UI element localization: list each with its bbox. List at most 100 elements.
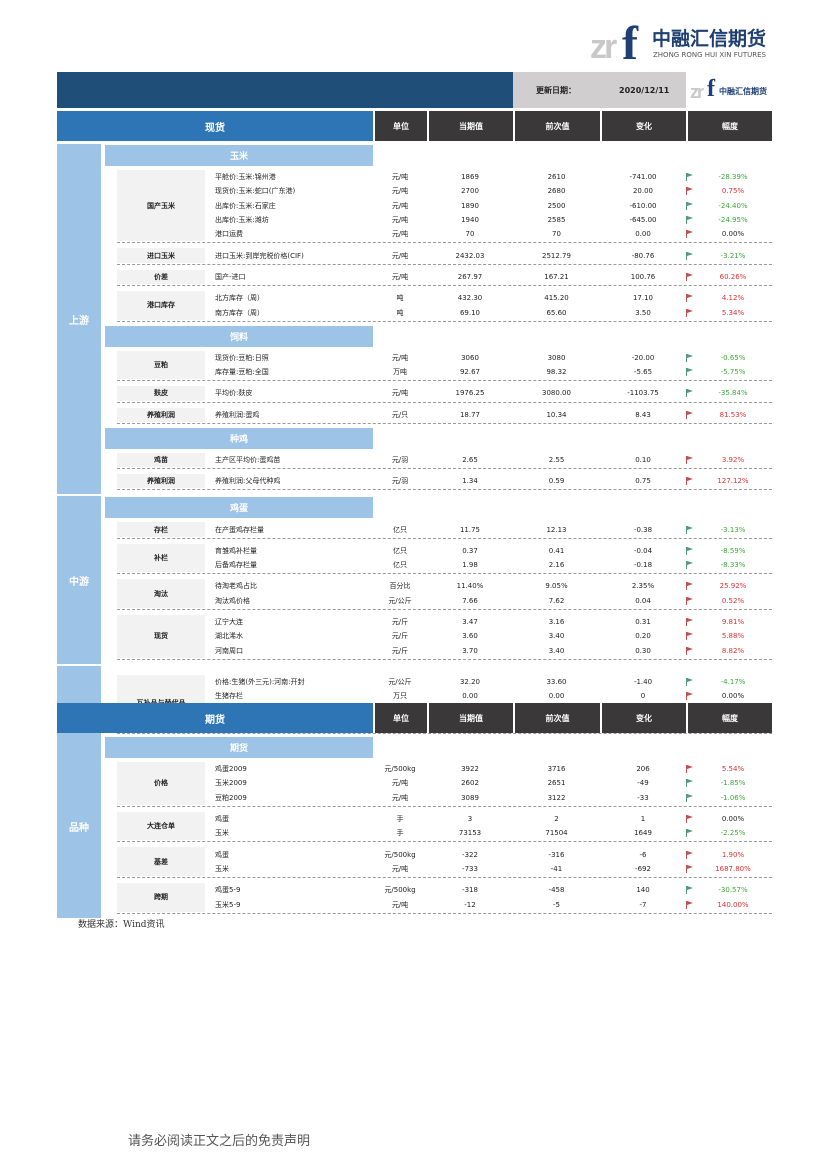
current-value: 3.60: [462, 632, 478, 641]
unit: 元/500kg: [384, 765, 416, 774]
flag-cell: [686, 596, 708, 605]
flag-down-icon: [686, 886, 693, 895]
previous-value: 415.20: [544, 294, 569, 303]
percent-change: 1.90%: [721, 850, 745, 859]
flag-cell: [686, 546, 708, 555]
category-rows: 鸡蛋 元/500kg -322 -316 -6 1.90% 玉米 元/吨 -733 -41 -692…: [205, 847, 772, 876]
category-group: 豆粕 现货价:豆粕:日照 元/吨 3060 3080 -20.00 -0.65% 库存量:豆粕…: [117, 350, 772, 382]
category-group: 现货 辽宁大连 元/斤 3.47 3.16 0.31 9.81% 湖北浠水 元/斤 3.60 3.4…: [117, 614, 772, 660]
unit: 元/公斤: [388, 596, 412, 605]
item-name: 主产区平均价:蛋鸡苗: [215, 456, 281, 464]
flag-up-icon: [686, 582, 693, 591]
subsection-header: 玉米: [105, 145, 373, 166]
category-rows: 辽宁大连 元/斤 3.47 3.16 0.31 9.81% 湖北浠水 元/斤 3.60 3.40 0…: [205, 615, 772, 658]
column-header: 前次值: [513, 703, 600, 733]
current-value: 70: [465, 230, 475, 239]
unit: 元/吨: [391, 389, 409, 398]
subsection-header: 饲料: [105, 325, 373, 347]
table-row: 北方库存（周） 吨 432.30 415.20 17.10 4.12%: [205, 291, 772, 305]
percent-change: 140.00%: [717, 900, 749, 909]
category-label: 进口玉米: [117, 248, 205, 263]
previous-value: -316: [548, 850, 565, 859]
segment-block: 品种 期货 价格 鸡蛋2009 元/500kg 3922 3716 206 5.54% 玉米200…: [57, 736, 772, 918]
unit: 亿只: [393, 546, 407, 555]
previous-value: 0.00: [548, 692, 565, 701]
item-name: 南方库存（周）: [215, 308, 264, 317]
percent-change: 60.26%: [719, 272, 747, 281]
flag-up-icon: [686, 815, 693, 824]
segment-label: 上游: [57, 144, 101, 495]
percent-change: 127.12%: [717, 477, 749, 486]
flag-up-icon: [686, 864, 693, 873]
previous-value: 7.62: [548, 596, 565, 605]
unit: 亿只: [393, 525, 407, 534]
category-group: 补栏 育雏鸡补栏量 亿只 0.37 0.41 -0.04 -8.59% 后备鸡存栏量 亿只 1.9…: [117, 543, 772, 575]
change-value: 0.20: [635, 632, 651, 641]
change-value: -1.40: [633, 677, 653, 686]
current-value: 69.10: [459, 308, 481, 317]
change-value: 3.50: [635, 308, 651, 317]
current-value: 1976.25: [455, 389, 485, 398]
segment-block: 中游 鸡蛋 存栏 在产蛋鸡存栏量 亿只 11.75 12.13 -0.38 -3.13% 补栏 育雏…: [57, 496, 772, 664]
percent-change: -2.25%: [720, 829, 746, 838]
previous-value: 2512.79: [542, 251, 571, 260]
flag-down-icon: [686, 251, 693, 260]
category-rows: 国产-进口 元/吨 267.97 167.21 100.76 60.26%: [205, 270, 772, 284]
flag-down-icon: [686, 201, 693, 210]
previous-value: -5: [553, 900, 560, 909]
table-row: 鸡蛋5-9 元/500kg -318 -458 140 -30.57%: [205, 883, 772, 897]
change-value: 206: [636, 765, 650, 774]
flag-up-icon: [686, 646, 693, 655]
current-value: 1.98: [462, 561, 478, 570]
percent-change: -0.65%: [720, 353, 746, 362]
category-rows: 鸡蛋5-9 元/500kg -318 -458 140 -30.57% 玉米5-9 元/吨 -1…: [205, 883, 772, 912]
change-value: 100.76: [630, 272, 656, 281]
item-name: 现货价:豆粕:日照: [215, 353, 269, 362]
change-value: 1: [640, 815, 646, 824]
category-label: 基差: [117, 847, 205, 877]
unit: 元/吨: [391, 173, 409, 182]
spot-section: 现货 单位 当期值 前次值 变化 幅度 上游 玉米 国产玉米 平舱价:玉米:锦州港 元/吨 1869 2…: [57, 111, 772, 740]
category-group: 价差 国产-进口 元/吨 267.97 167.21 100.76 60.26%: [117, 269, 772, 287]
percent-change: 3.92%: [721, 456, 745, 464]
current-value: 0.00: [462, 692, 478, 701]
category-label: 养殖利润: [117, 407, 205, 422]
segment-content: 期货 价格 鸡蛋2009 元/500kg 3922 3716 206 5.54% 玉米2009 元…: [101, 736, 772, 918]
flag-cell: [686, 793, 708, 802]
category-rows: 待淘老鸡占比 百分比 11.40% 9.05% 2.35% 25.92% 淘汰鸡价格 元/公斤…: [205, 579, 772, 608]
column-header: 当期值: [427, 111, 513, 141]
category-rows: 养殖利润:蛋鸡 元/只 18.77 10.34 8.43 81.53%: [205, 408, 772, 422]
item-name: 在产蛋鸡存栏量: [215, 525, 264, 534]
change-value: -645.00: [629, 216, 657, 225]
change-value: 2.35%: [631, 582, 655, 591]
unit: 元/公斤: [388, 677, 412, 686]
change-value: -1103.75: [627, 389, 659, 398]
flag-cell: [686, 389, 708, 398]
item-name: 鸡蛋: [215, 815, 229, 824]
change-value: 1649: [634, 829, 652, 838]
flag-cell: [686, 368, 708, 377]
previous-value: 2500: [547, 201, 566, 210]
current-value: 1890: [461, 201, 479, 210]
percent-change: 0.00%: [721, 230, 745, 239]
previous-value: 3.40: [548, 632, 565, 641]
item-name: 湖北浠水: [215, 632, 243, 641]
category-label: 跨期: [117, 883, 205, 912]
change-value: -49: [637, 779, 649, 788]
current-value: 3.70: [462, 646, 478, 655]
category-group: 养殖利润 养殖利润:父母代种鸡 元/羽 1.34 0.59 0.75 127.12%: [117, 473, 772, 491]
current-value: 432.30: [457, 294, 483, 303]
change-value: -6: [639, 850, 647, 859]
category-label: 麸皮: [117, 386, 205, 401]
percent-change: -8.59%: [720, 546, 746, 555]
item-name: 北方库存（周）: [215, 294, 264, 303]
unit: 吨: [396, 308, 404, 317]
current-value: 3089: [461, 793, 479, 802]
previous-value: 2.55: [548, 456, 565, 464]
flag-cell: [686, 353, 708, 362]
change-value: -20.00: [631, 353, 655, 362]
percent-change: 0.00%: [721, 815, 745, 824]
percent-change: 9.81%: [721, 618, 745, 627]
unit: 元/只: [391, 410, 409, 419]
change-value: 0.04: [635, 596, 651, 605]
